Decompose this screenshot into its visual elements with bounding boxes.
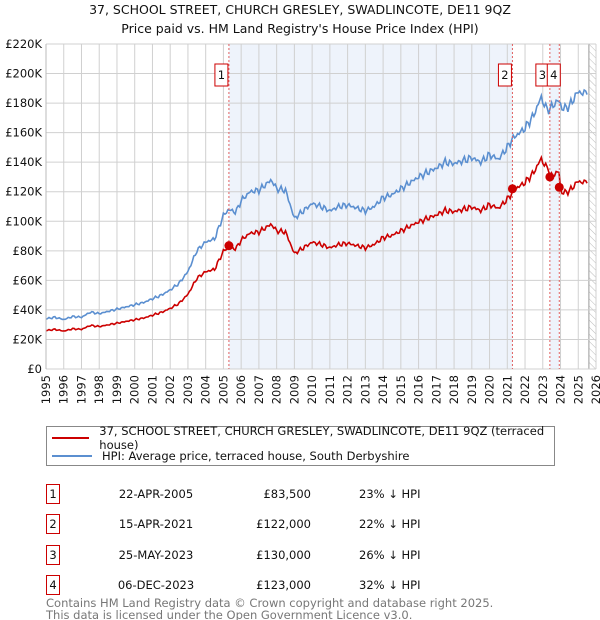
x-tick-label: 1997 — [74, 375, 88, 404]
x-tick-label: 1999 — [110, 375, 124, 404]
sale-hpi-diff: 26% ↓ HPI — [359, 548, 421, 562]
sale-row: 3 25-MAY-2023 £130,000 26% ↓ HPI — [46, 545, 446, 567]
legend-swatch-hpi — [52, 455, 92, 457]
x-tick-label: 2004 — [199, 375, 213, 404]
legend-item-property: 37, SCHOOL STREET, CHURCH GRESLEY, SWADL… — [52, 424, 554, 452]
property-price-line — [46, 154, 588, 332]
x-tick-label: 2005 — [216, 375, 230, 404]
x-tick-label: 2021 — [500, 375, 514, 404]
sale-price: £122,000 — [256, 517, 311, 531]
x-tick-label: 2015 — [394, 375, 408, 404]
ownership-shade — [549, 44, 560, 369]
y-tick-label: £20K — [13, 332, 43, 346]
footer-licence: This data is licensed under the Open Gov… — [46, 608, 413, 620]
x-tick-label: 2023 — [536, 375, 550, 404]
x-tick-label: 2009 — [287, 375, 301, 404]
sale-marker-label: 2 — [501, 68, 508, 82]
sale-number-badge: 3 — [46, 545, 60, 565]
x-tick-label: 2024 — [554, 375, 568, 404]
y-tick-label: £100K — [5, 214, 42, 228]
sale-price: £83,500 — [263, 487, 311, 501]
sale-hpi-diff: 22% ↓ HPI — [359, 517, 421, 531]
sale-marker-box — [497, 63, 512, 87]
x-tick-label: 2026 — [589, 375, 600, 404]
sale-date: 06-DEC-2023 — [117, 578, 195, 592]
x-tick-label: 2018 — [447, 375, 461, 404]
x-tick-label: 2007 — [252, 375, 266, 404]
x-tick-label: 2001 — [145, 375, 159, 404]
sale-point — [554, 182, 564, 192]
x-tick-label: 2025 — [571, 375, 585, 404]
x-tick-label: 2010 — [305, 375, 319, 404]
y-tick-label: £120K — [5, 185, 42, 199]
y-tick-label: £60K — [13, 273, 43, 287]
x-tick-label: 2020 — [483, 375, 497, 404]
x-tick-label: 1995 — [39, 375, 53, 404]
price-chart: 37, SCHOOL STREET, CHURCH GRESLEY, SWADL… — [5, 2, 600, 404]
sale-number-badge: 1 — [46, 484, 60, 504]
sale-point — [545, 172, 555, 182]
hpi-line — [46, 88, 588, 321]
footer-copyright: Contains HM Land Registry data © Crown c… — [46, 596, 494, 610]
x-tick-label: 2013 — [358, 375, 372, 404]
x-tick-label: 2016 — [412, 375, 426, 404]
y-tick-label: £160K — [5, 126, 42, 140]
sale-date: 15-APR-2021 — [118, 517, 194, 531]
forecast-hatch — [588, 44, 596, 369]
x-tick-label: 2022 — [518, 375, 532, 404]
sale-point — [224, 241, 234, 251]
x-tick-label: 2012 — [341, 375, 355, 404]
y-tick-label: £140K — [5, 155, 42, 169]
sale-hpi-diff: 23% ↓ HPI — [359, 487, 421, 501]
x-tick-label: 2006 — [234, 375, 248, 404]
sale-marker-box — [214, 63, 229, 87]
sale-marker-label: 3 — [539, 68, 546, 82]
sale-number-badge: 2 — [46, 514, 60, 534]
legend-item-hpi: HPI: Average price, terraced house, Sout… — [52, 447, 409, 465]
sale-marker-label: 1 — [218, 68, 225, 82]
x-tick-label: 2003 — [181, 375, 195, 404]
chart-title: 37, SCHOOL STREET, CHURCH GRESLEY, SWADL… — [89, 2, 511, 17]
sale-row: 1 22-APR-2005 £83,500 23% ↓ HPI — [46, 484, 446, 506]
legend-label-hpi: HPI: Average price, terraced house, Sout… — [102, 449, 410, 463]
legend-label-property: 37, SCHOOL STREET, CHURCH GRESLEY, SWADL… — [99, 424, 545, 452]
legend-swatch-property — [52, 437, 90, 439]
x-tick-label: 2002 — [163, 375, 177, 404]
x-tick-label: 2008 — [270, 375, 284, 404]
sale-marker-box — [546, 63, 561, 87]
x-tick-label: 2011 — [323, 375, 337, 404]
x-tick-label: 1996 — [57, 375, 71, 404]
sale-number-badge: 4 — [46, 575, 60, 595]
chart-subtitle: Price paid vs. HM Land Registry's House … — [121, 21, 478, 36]
sale-marker-label: 4 — [550, 68, 557, 82]
y-tick-label: £0 — [27, 362, 42, 376]
y-tick-label: £200K — [5, 67, 42, 81]
x-tick-label: 1998 — [92, 375, 106, 404]
sale-row: 2 15-APR-2021 £122,000 22% ↓ HPI — [46, 514, 446, 536]
sale-row: 4 06-DEC-2023 £123,000 32% ↓ HPI — [46, 575, 446, 597]
sale-hpi-diff: 32% ↓ HPI — [359, 578, 421, 592]
y-tick-label: £180K — [5, 96, 42, 110]
y-tick-label: £80K — [13, 244, 43, 258]
sale-price: £123,000 — [256, 578, 311, 592]
chart-legend: 37, SCHOOL STREET, CHURCH GRESLEY, SWADL… — [46, 424, 555, 466]
x-tick-label: 2000 — [128, 375, 142, 404]
sale-date: 25-MAY-2023 — [118, 548, 194, 562]
x-tick-label: 2017 — [429, 375, 443, 404]
sale-price: £130,000 — [256, 548, 311, 562]
x-tick-label: 2019 — [465, 375, 479, 404]
x-tick-label: 2014 — [376, 375, 390, 404]
sale-point — [507, 184, 517, 194]
y-tick-label: £40K — [13, 303, 43, 317]
sale-date: 22-APR-2005 — [118, 487, 194, 501]
y-tick-label: £220K — [5, 37, 42, 51]
